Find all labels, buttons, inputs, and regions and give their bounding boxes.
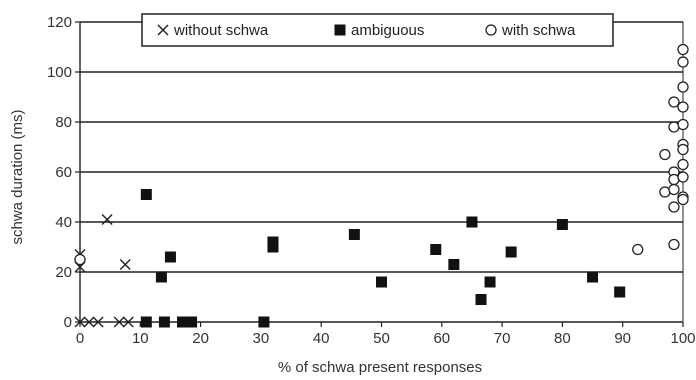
point-ambiguous — [466, 216, 478, 228]
point-ambiguous — [164, 251, 176, 263]
y-tick-labels: 0 20 40 60 80 100 120 — [47, 14, 72, 331]
point-with-schwa — [668, 238, 680, 251]
x-tick-label: 60 — [433, 330, 450, 347]
legend-item-without-schwa: without schwa — [157, 22, 269, 39]
y-tick-label: 80 — [55, 114, 72, 131]
point-without-schwa — [119, 259, 131, 270]
legend-box — [141, 13, 614, 47]
x-tick-labels: 0 10 20 30 40 50 60 70 80 90 100 — [76, 330, 696, 347]
point-with-schwa — [677, 81, 689, 93]
point-with-schwa — [677, 56, 689, 68]
legend-label: with schwa — [501, 22, 576, 39]
x-tick-label: 20 — [192, 330, 209, 347]
point-ambiguous — [587, 271, 599, 283]
y-tick-label: 40 — [55, 214, 72, 231]
point-ambiguous — [140, 316, 152, 328]
x-tick-label: 30 — [253, 330, 270, 347]
y-tick-label: 20 — [55, 264, 72, 281]
point-ambiguous — [258, 316, 270, 328]
grid-lines — [80, 21, 683, 273]
x-tick-label: 90 — [614, 330, 631, 347]
point-with-schwa — [677, 171, 689, 183]
legend-marker-without-schwa — [157, 24, 169, 36]
point-with-schwa — [677, 101, 689, 113]
point-ambiguous — [475, 294, 487, 305]
point-with-schwa — [677, 118, 689, 131]
legend-item-with-schwa: with schwa — [485, 22, 576, 39]
point-with-schwa — [668, 96, 680, 108]
point-with-schwa — [677, 193, 689, 206]
point-with-schwa — [659, 148, 671, 161]
y-tick-label: 0 — [64, 314, 72, 331]
point-ambiguous — [155, 271, 167, 283]
point-ambiguous — [267, 241, 279, 253]
point-without-schwa — [113, 316, 125, 328]
x-tick-label: 70 — [494, 330, 511, 347]
y-axis-title: schwa duration (ms) — [9, 109, 26, 244]
point-ambiguous — [614, 286, 626, 298]
legend-label: without schwa — [173, 22, 269, 39]
y-tick-label: 100 — [47, 64, 72, 81]
point-ambiguous — [556, 219, 568, 230]
x-axis-title: % of schwa present responses — [278, 359, 482, 376]
point-ambiguous — [448, 259, 460, 270]
y-tick-label: 120 — [47, 14, 72, 31]
point-with-schwa — [632, 243, 644, 256]
point-with-schwa — [74, 253, 86, 266]
point-ambiguous — [158, 316, 170, 328]
point-without-schwa — [101, 214, 113, 225]
y-tick-label: 60 — [55, 164, 72, 181]
point-ambiguous — [140, 189, 152, 200]
legend-item-ambiguous: ambiguous — [334, 22, 424, 39]
point-without-schwa — [83, 316, 95, 328]
point-ambiguous — [186, 316, 198, 328]
point-with-schwa — [677, 143, 689, 156]
point-with-schwa — [677, 158, 689, 171]
point-without-schwa — [92, 316, 104, 328]
x-tick-label: 10 — [132, 330, 149, 347]
point-ambiguous — [484, 276, 496, 288]
x-tick-label: 100 — [670, 330, 695, 347]
legend: without schwa ambiguous with schwa — [141, 13, 614, 47]
x-tick-label: 40 — [313, 330, 330, 347]
point-without-schwa — [122, 316, 134, 328]
point-without-schwa — [74, 316, 86, 328]
point-ambiguous — [430, 244, 442, 255]
x-tick-label: 0 — [76, 330, 84, 347]
point-ambiguous — [505, 246, 517, 258]
point-with-schwa — [668, 201, 680, 213]
legend-marker-with-schwa — [485, 24, 497, 36]
data-points — [74, 43, 689, 328]
legend-label: ambiguous — [351, 22, 424, 39]
point-ambiguous — [348, 229, 360, 240]
point-ambiguous — [376, 276, 387, 288]
point-with-schwa — [668, 183, 680, 196]
x-tick-label: 50 — [373, 330, 390, 347]
point-with-schwa — [677, 43, 689, 56]
x-tick-label: 80 — [554, 330, 571, 347]
point-ambiguous — [180, 316, 192, 328]
legend-marker-ambiguous — [334, 24, 346, 36]
